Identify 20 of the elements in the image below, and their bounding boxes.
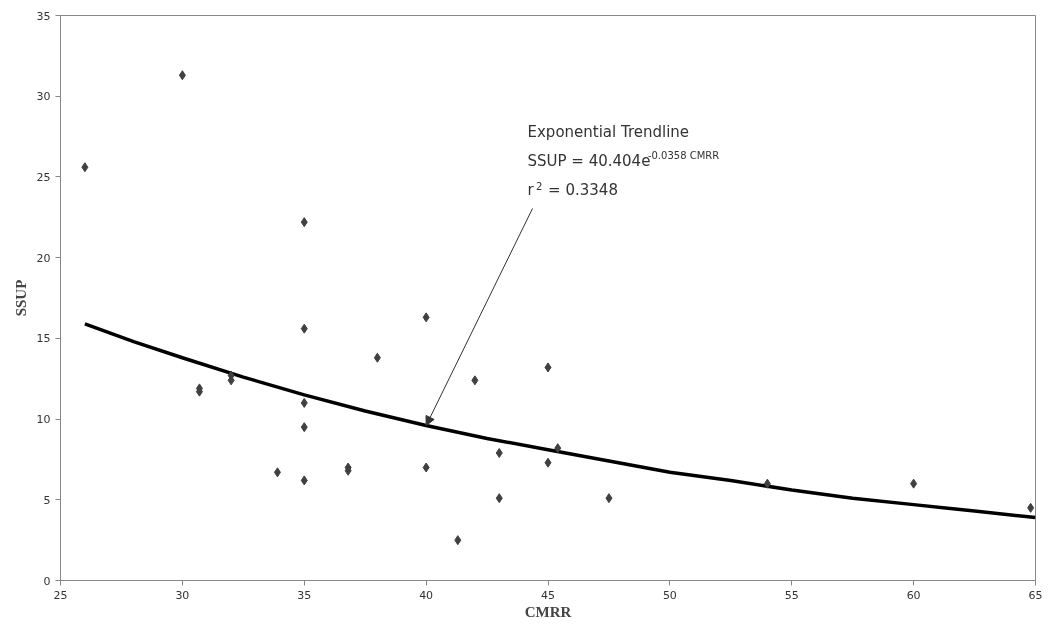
y-tick-label: 25: [36, 170, 51, 184]
y-tick-label: 30: [36, 90, 51, 104]
x-tick-label: 55: [784, 588, 799, 602]
y-tick-label: 10: [36, 413, 51, 427]
x-tick-label: 40: [419, 588, 434, 602]
y-tick-label: 0: [43, 574, 51, 588]
y-tick-label: 5: [43, 493, 51, 507]
annotation: Exponential Trendline: [527, 122, 690, 141]
x-tick-label: 35: [297, 588, 312, 602]
y-axis-title: SSUP: [12, 279, 29, 317]
y-tick-label: 15: [36, 332, 51, 346]
x-tick-label: 45: [541, 588, 555, 602]
x-tick-label: 60: [906, 588, 921, 602]
y-tick-label: 35: [36, 9, 51, 23]
x-tick-label: 25: [53, 588, 68, 602]
y-tick-label: 20: [36, 251, 51, 265]
x-axis-title: CMRR: [524, 603, 572, 620]
x-tick-label: 30: [175, 588, 190, 602]
x-tick-label: 65: [1028, 588, 1043, 602]
x-tick-label: 50: [662, 588, 677, 602]
